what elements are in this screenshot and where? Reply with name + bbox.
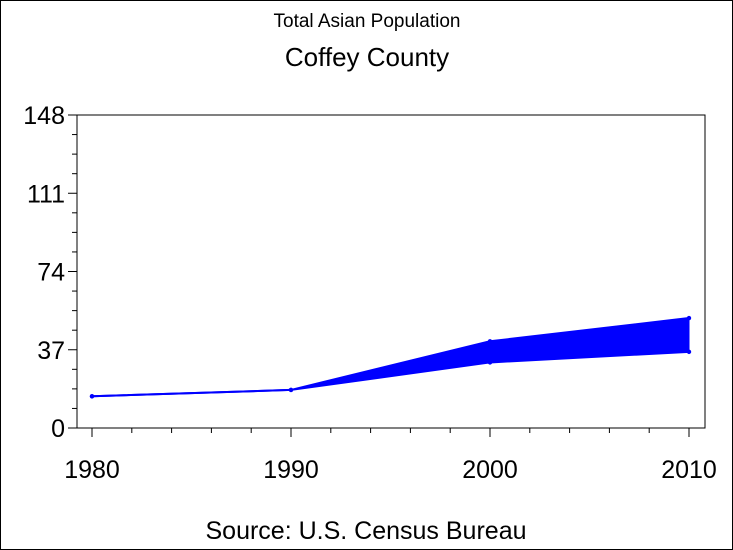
chart-title: Total Asian Population — [274, 11, 461, 32]
x-tick-label: 1990 — [263, 456, 319, 484]
chart-subtitle: Coffey County — [285, 42, 449, 72]
upper-point — [487, 339, 493, 344]
lower-series-line — [91, 350, 690, 398]
lower-point — [487, 360, 493, 365]
data-marks — [89, 315, 692, 399]
plot-area — [76, 114, 706, 429]
lower-point — [89, 394, 95, 399]
lower-point — [686, 349, 692, 355]
x-tick-label: 2010 — [661, 456, 717, 484]
upper-point — [686, 315, 692, 321]
lower-point — [288, 387, 294, 393]
y-tick-label: 0 — [51, 415, 65, 443]
y-tick-label: 148 — [23, 102, 65, 130]
x-tick-label: 1980 — [64, 456, 120, 484]
x-axis: 1980 1990 2000 2010 — [64, 428, 717, 484]
y-axis: 0 37 74 111 148 — [23, 102, 77, 443]
y-tick-label: 74 — [37, 259, 65, 287]
y-tick-label: 37 — [37, 337, 65, 365]
x-tick-label: 2000 — [462, 456, 518, 484]
y-tick-label: 111 — [27, 180, 65, 208]
source-note: Source: U.S. Census Bureau — [206, 517, 527, 545]
